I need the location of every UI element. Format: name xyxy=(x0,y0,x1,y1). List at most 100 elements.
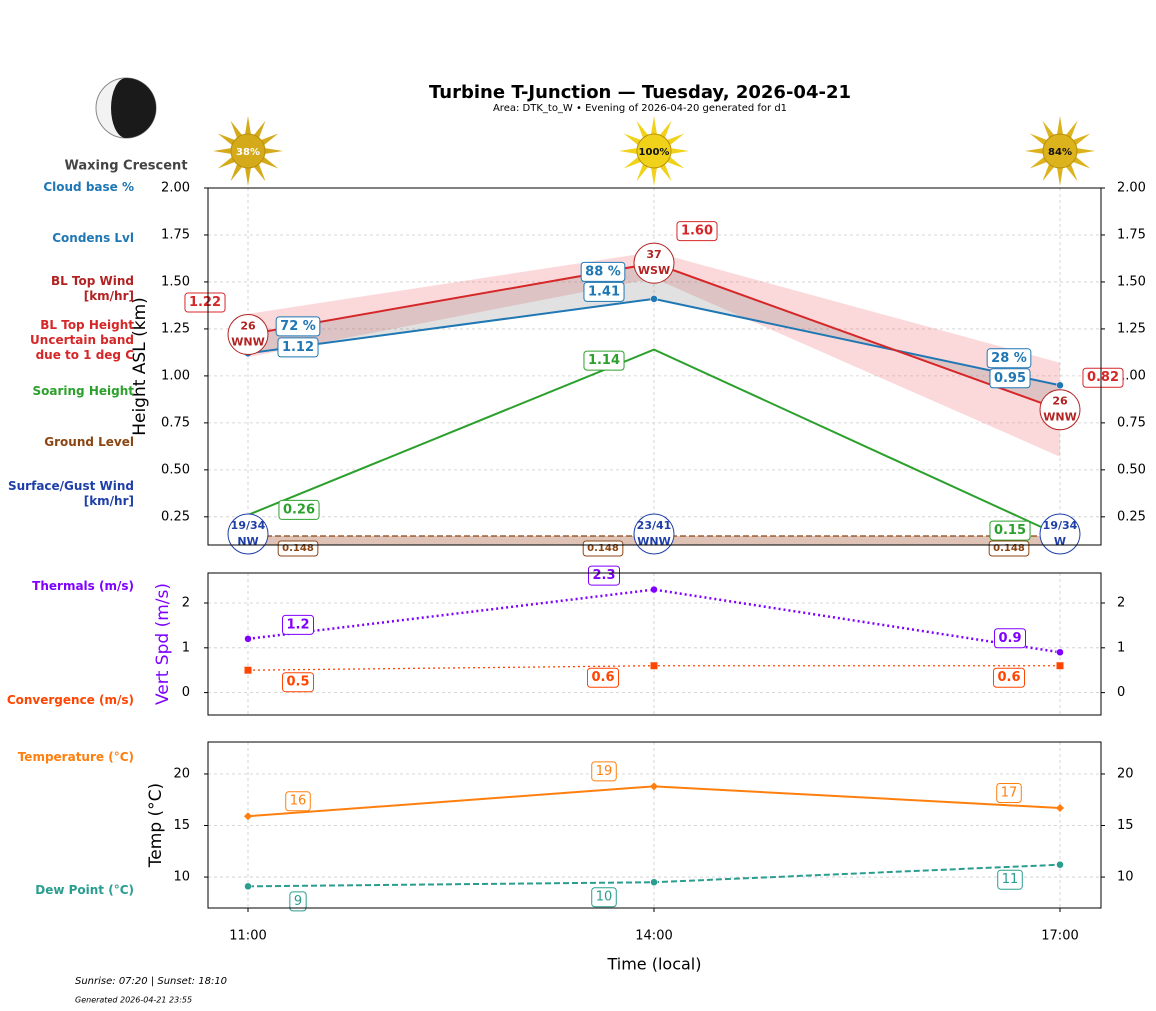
marker xyxy=(1056,648,1064,657)
marker xyxy=(650,295,658,303)
y-tick-label: 2 xyxy=(182,596,190,611)
wind-direction: NW xyxy=(237,535,258,548)
series-line xyxy=(247,588,1061,654)
y-axis-title: Vert Spd (m/s) xyxy=(153,583,173,705)
wind-marker: 19/34 NW xyxy=(227,513,269,555)
wind-speed: 37 xyxy=(646,248,661,261)
wind-direction: WSW xyxy=(638,264,670,277)
data-label: 88 % xyxy=(585,264,621,279)
sun-ray xyxy=(252,120,266,140)
marker xyxy=(1056,803,1064,812)
y2-tick-label: 0 xyxy=(1117,685,1125,700)
sun-ray xyxy=(1042,162,1056,182)
y-tick-label: 0.50 xyxy=(161,462,190,477)
wind-marker: 23/41 WNW xyxy=(633,513,675,555)
series-name: BL Top Height Uncertain band due to 1 de… xyxy=(30,318,134,362)
sun-ray xyxy=(650,165,658,186)
sun-ray xyxy=(1064,162,1078,182)
y-tick-label: 0 xyxy=(182,685,190,700)
label-box xyxy=(278,499,320,520)
sun-times: Sunrise: 07:20 | Sunset: 18:10 xyxy=(75,976,227,987)
wind-speed: 26 xyxy=(1052,395,1068,408)
marker xyxy=(244,666,252,674)
sun-ray xyxy=(252,162,266,182)
chart-title: Turbine T-Junction — Tuesday, 2026-04-21 xyxy=(429,82,851,103)
sun-ray xyxy=(244,165,252,186)
data-label: 0.95 xyxy=(994,371,1026,386)
sun-ray xyxy=(1056,116,1064,137)
label-box xyxy=(580,261,626,282)
sun-ray xyxy=(636,120,650,140)
wind-marker: 26 WNW xyxy=(1039,389,1081,431)
y2-tick-label: 1 xyxy=(1117,640,1125,655)
y-tick-label: 0.75 xyxy=(161,415,190,430)
x-tick-label: 11:00 xyxy=(229,929,266,944)
y2-tick-label: 2.00 xyxy=(1117,181,1146,196)
sun-disc xyxy=(636,133,672,169)
data-label: 0.148 xyxy=(993,543,1025,554)
marker xyxy=(1056,860,1064,869)
sun-ray xyxy=(1029,133,1049,147)
sun-disc xyxy=(1042,133,1078,169)
labels: 16 19 17 9 10 11 xyxy=(285,761,1023,912)
series-name: Temperature (°C) xyxy=(17,750,134,764)
sun-ray xyxy=(217,133,237,147)
data-label: 9 xyxy=(294,894,302,909)
sun-ray xyxy=(658,120,672,140)
sun-ray xyxy=(1025,147,1046,155)
wind-direction: W xyxy=(1054,535,1066,548)
data-label: 0.148 xyxy=(282,543,314,554)
wind-speed: 23/41 xyxy=(637,519,672,532)
y-tick-label: 1.00 xyxy=(161,368,190,383)
plot xyxy=(244,782,1064,891)
sun-ray xyxy=(665,133,685,147)
wind-circle xyxy=(633,513,675,555)
x-tick-label: 17:00 xyxy=(1041,929,1078,944)
sun-ray xyxy=(636,162,650,182)
sun-ray xyxy=(1056,165,1064,186)
y-tick-label: 1.50 xyxy=(161,274,190,289)
y-axis-title: Temp (°C) xyxy=(146,783,166,868)
marker xyxy=(650,662,658,670)
sun-ray xyxy=(1074,147,1095,155)
sun-ray xyxy=(1042,120,1056,140)
sun-ray xyxy=(668,147,689,155)
label-box xyxy=(586,667,620,688)
wind-direction: WNW xyxy=(637,535,670,548)
wind-circle xyxy=(1039,513,1081,555)
y2-tick-label: 2 xyxy=(1117,596,1125,611)
data-label: 0.26 xyxy=(283,502,315,517)
data-label: 1.22 xyxy=(189,295,221,310)
y-tick-label: 20 xyxy=(173,766,190,781)
wind-marker: 26 WNW xyxy=(227,314,269,356)
wind-circle xyxy=(227,513,269,555)
label-box xyxy=(281,672,315,693)
label-box xyxy=(1082,367,1124,388)
series-name: Dew Point (°C) xyxy=(35,883,134,897)
label-box xyxy=(996,782,1022,803)
data-label: 0.15 xyxy=(994,523,1026,538)
data-label: 0.9 xyxy=(998,631,1021,646)
grid: 0.25 0.25 0.50 0.50 0.75 0.75 1.00 1.00 1.25 1.25… xyxy=(161,181,1146,545)
series-name: Surface/Gust Wind [km/hr] xyxy=(8,479,134,508)
sun: 100% xyxy=(619,116,689,186)
label-box xyxy=(289,891,307,912)
marker xyxy=(244,812,252,821)
label-box xyxy=(986,348,1032,369)
series-line xyxy=(247,348,1061,537)
y2-tick-label: 1.00 xyxy=(1117,368,1146,383)
sun-ray xyxy=(230,162,244,182)
wind-marker: 19/34 W xyxy=(1039,513,1081,555)
data-label: 0.6 xyxy=(997,670,1020,685)
labels: 1.2 2.3 0.9 0.5 0.6 0.6 xyxy=(281,565,1027,693)
sun-ray xyxy=(217,155,237,169)
y-tick-label: 1.25 xyxy=(161,321,190,336)
data-label: 1.14 xyxy=(588,353,620,368)
x-axis-title: Time (local) xyxy=(606,955,701,974)
y-tick-label: 1.75 xyxy=(161,227,190,242)
data-label: 1.2 xyxy=(286,617,309,632)
y2-tick-label: 20 xyxy=(1117,766,1134,781)
data-label: 19 xyxy=(596,764,613,779)
sun-ray xyxy=(230,120,244,140)
wind-speed: 19/34 xyxy=(1043,519,1078,532)
